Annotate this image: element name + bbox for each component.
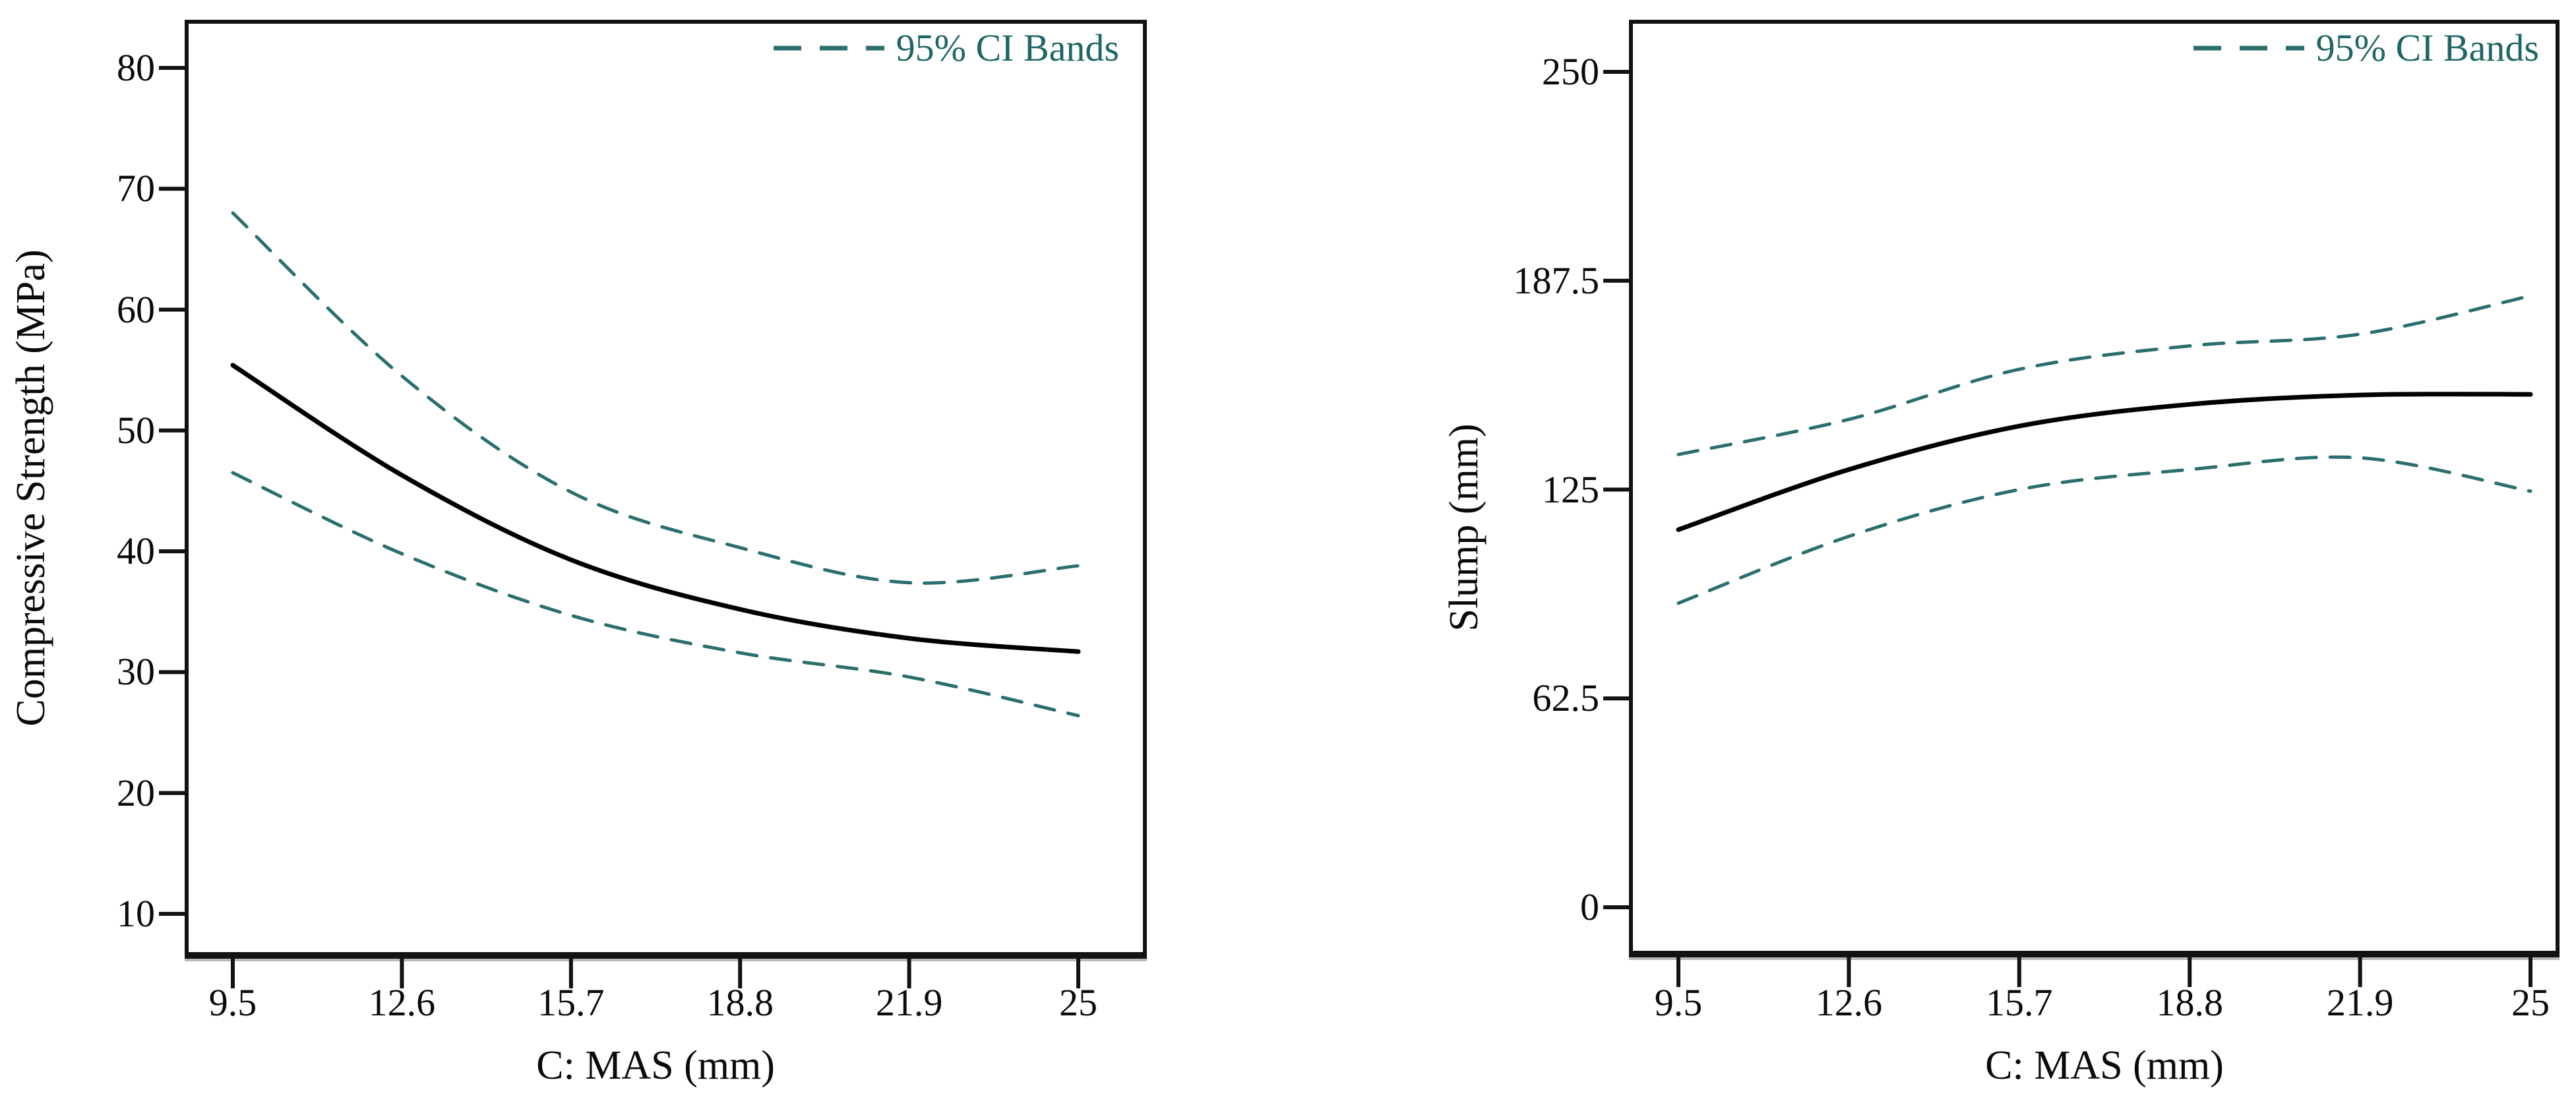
y-tick-label: 62.5 <box>1532 676 1600 720</box>
plot-frame <box>185 20 1147 956</box>
y-tick-label: 10 <box>117 892 155 935</box>
y-tick-label: 30 <box>117 650 155 694</box>
x-tick-label: 12.6 <box>1815 981 1883 1024</box>
x-axis-label-right-chart: C: MAS (mm) <box>1985 1043 2224 1088</box>
legend-right-chart: 95% CI Bands <box>2192 29 2539 67</box>
ci-dashed-line-icon <box>773 45 884 51</box>
x-tick-label: 9.5 <box>1654 981 1703 1024</box>
y-tick-label: 187.5 <box>1513 258 1600 302</box>
y-axis-label-right-chart: Slump (mm) <box>1442 423 1487 632</box>
y-tick-label: 125 <box>1542 467 1599 511</box>
plot-frame <box>1629 20 2560 955</box>
y-tick-label: 80 <box>117 46 155 89</box>
y-tick-label: 70 <box>117 167 155 210</box>
legend-label: 95% CI Bands <box>2315 26 2539 69</box>
upper-ci-curve <box>231 211 1080 585</box>
x-tick-label: 21.9 <box>875 981 943 1024</box>
mean-curve <box>230 363 1081 654</box>
x-tick-label: 9.5 <box>208 981 257 1024</box>
upper-ci-curve <box>1676 294 2532 456</box>
ci-dashed-line-icon <box>2193 45 2304 51</box>
x-axis-label-left-chart: C: MAS (mm) <box>536 1043 775 1088</box>
x-tick-label: 18.8 <box>2156 981 2223 1024</box>
y-tick-label: 40 <box>117 529 155 573</box>
y-tick-label: 250 <box>1542 50 1599 93</box>
x-tick-label: 15.7 <box>1986 981 2053 1024</box>
legend-label: 95% CI Bands <box>896 26 1119 69</box>
x-tick-label: 18.8 <box>706 981 774 1024</box>
x-tick-label: 21.9 <box>2326 981 2394 1024</box>
y-tick-label: 0 <box>1580 886 1599 928</box>
y-tick-label: 50 <box>117 408 155 452</box>
x-tick-label: 12.6 <box>368 981 436 1024</box>
y-tick-label: 20 <box>117 771 155 814</box>
mean-curve <box>1676 392 2533 532</box>
legend-left-chart: 95% CI Bands <box>772 29 1119 67</box>
x-tick-label: 25 <box>2511 981 2550 1024</box>
x-tick-label: 15.7 <box>537 981 605 1024</box>
lower-ci-curve <box>1676 455 2532 605</box>
y-tick-label: 60 <box>117 287 155 331</box>
lower-ci-curve <box>231 471 1080 717</box>
x-tick-label: 25 <box>1059 981 1097 1024</box>
